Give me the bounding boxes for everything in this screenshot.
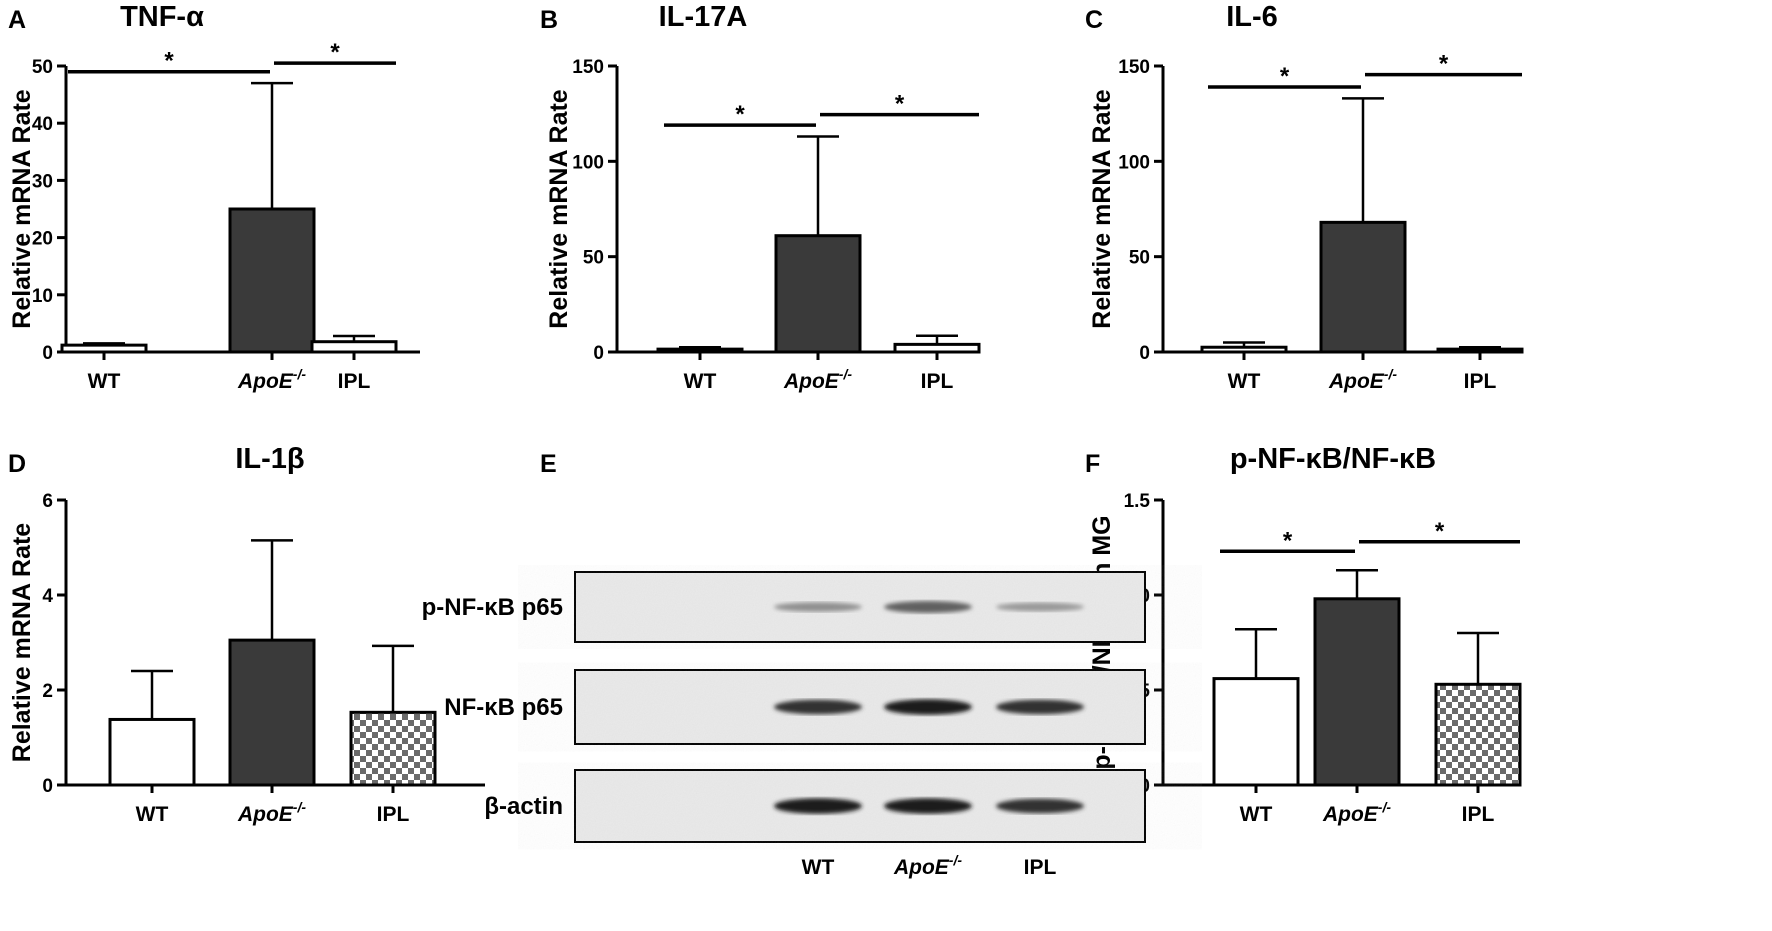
x-tick-label: IPL [377, 803, 410, 826]
x-tick-label: WT [1240, 803, 1273, 826]
y-axis-label: Relative mRNA Rate [545, 89, 573, 329]
x-tick-label: IPL [338, 370, 371, 393]
blot-lane-label: IPL [1024, 856, 1057, 879]
bar-apoe [1319, 220, 1407, 354]
significance-star: * [1439, 51, 1449, 78]
y-tick-label: 50 [583, 248, 604, 269]
bar-wt [1200, 345, 1288, 354]
blot-row-label: p-NF-κB p65 [422, 594, 563, 621]
blot-row-label: β-actin [484, 793, 563, 820]
y-tick-label: 1.5 [1124, 491, 1151, 512]
bar-ipl [893, 342, 981, 354]
significance-star: * [895, 91, 905, 118]
blot-band [884, 699, 972, 715]
y-tick-label: 4 [42, 586, 53, 607]
x-tick-label: ApoE-/- [237, 366, 306, 393]
blot-lane-label: ApoE-/- [893, 852, 962, 879]
chart-title: IL-17A [659, 1, 748, 33]
x-tick-label: ApoE-/- [237, 799, 306, 826]
panel-letter: F [1085, 450, 1100, 478]
chart-F: Fp-NF-κB/NF-κB0.00.51.01.5p-NF-κB/NF-κB … [1085, 443, 1522, 826]
chart-A: A TNF-α 0 10 20 30 40 50 Relative mRNA Rate WT Apo… [8, 1, 420, 393]
bar-apoe [774, 234, 862, 354]
significance-star: * [1435, 518, 1445, 545]
panel-letter: A [8, 6, 26, 34]
y-tick-label: 40 [32, 114, 53, 135]
panel-letter: B [540, 6, 558, 34]
bar-wt [1212, 677, 1300, 787]
x-tick-label: WT [684, 370, 717, 393]
bar-ipl [310, 340, 398, 354]
x-tick-label: ApoE-/- [1322, 799, 1391, 826]
significance-star: * [735, 101, 745, 128]
bar-apoe [228, 207, 316, 354]
bar-wt [108, 717, 196, 787]
chart-title: IL-6 [1226, 1, 1278, 33]
blot-band [774, 699, 862, 715]
panel-letter: D [8, 450, 26, 478]
blot-row: β-actin [484, 769, 1146, 843]
x-tick-label: WT [1228, 370, 1261, 393]
blot-band [774, 602, 862, 612]
x-tick-label: IPL [1464, 370, 1497, 393]
blot-row-label: NF-κB p65 [444, 694, 563, 721]
y-tick-label: 0 [1139, 343, 1150, 364]
y-tick-label: 20 [32, 229, 53, 250]
y-tick-label: 6 [42, 491, 53, 512]
chart-B: B IL-17A 0 50 100 150 Relative mRNA Rate WT ApoE… [540, 1, 981, 393]
y-tick-label: 100 [572, 152, 604, 173]
panel-letter: C [1085, 6, 1103, 34]
y-axis-label: Relative mRNA Rate [1088, 89, 1116, 329]
y-tick-label: 10 [32, 286, 53, 307]
bar-wt [60, 343, 148, 354]
chart-title: TNF-α [120, 1, 204, 33]
blot-band [996, 602, 1084, 612]
bar-apoe [228, 638, 316, 787]
chart-title: p-NF-κB/NF-κB [1230, 443, 1436, 475]
x-tick-label: ApoE-/- [783, 366, 852, 393]
y-tick-label: 150 [1118, 57, 1150, 78]
significance-star: * [1283, 527, 1293, 554]
x-tick-label: WT [136, 803, 169, 826]
blot-band [996, 699, 1084, 715]
blot-band [884, 601, 972, 613]
y-tick-label: 30 [32, 171, 53, 192]
bar-wt [656, 347, 744, 354]
y-tick-label: 150 [572, 57, 604, 78]
x-tick-label: IPL [921, 370, 954, 393]
significance-star: * [164, 48, 174, 75]
blot-band [884, 798, 972, 814]
y-axis-label: Relative mRNA Rate [8, 523, 36, 763]
bar-ipl [349, 710, 437, 787]
panel-letter: E [540, 450, 557, 478]
blot-band [774, 798, 862, 814]
x-tick-label: ApoE-/- [1328, 366, 1397, 393]
blot-row: p-NF-κB p65 [422, 571, 1146, 643]
y-axis-label: Relative mRNA Rate [8, 89, 36, 329]
chart-title: IL-1β [235, 443, 304, 475]
y-tick-label: 50 [32, 57, 53, 78]
blot-row: NF-κB p65 [444, 669, 1146, 745]
y-tick-label: 0 [593, 343, 604, 364]
x-tick-label: IPL [1462, 803, 1495, 826]
chart-D: D IL-1β 0 2 4 6 Relative mRNA Rate WT ApoE-/- IPL [8, 443, 485, 826]
blot-band [996, 798, 1084, 814]
y-tick-label: 2 [42, 681, 53, 702]
significance-star: * [330, 39, 340, 66]
y-tick-label: 100 [1118, 152, 1150, 173]
y-tick-label: 0 [42, 343, 53, 364]
bar-apoe [1313, 597, 1401, 787]
bar-ipl [1434, 682, 1522, 787]
y-tick-label: 0 [42, 776, 53, 797]
bar-ipl [1436, 347, 1524, 354]
western-blot-panel: Ep-NF-κB p65 NF-κB p65 β-actin WT ApoE-/- IPL [422, 450, 1146, 879]
y-tick-label: 50 [1129, 248, 1150, 269]
significance-star: * [1280, 63, 1290, 90]
x-tick-label: WT [88, 370, 121, 393]
blot-lane-label: WT [802, 856, 835, 879]
